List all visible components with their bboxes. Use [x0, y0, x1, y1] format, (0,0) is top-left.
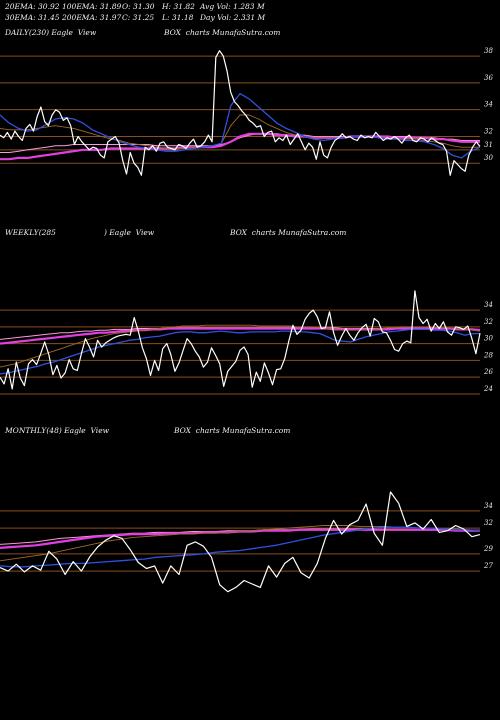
weekly-y-tick-label: 32: [484, 318, 493, 326]
stat-ema200: 200EMA: 31.97: [62, 13, 122, 22]
monthly-panel-source: BOX charts MunafaSutra.com: [174, 426, 291, 435]
daily-y-tick-label: 31: [484, 141, 493, 149]
daily-y-tick-label: 30: [484, 154, 493, 162]
daily-ema-magenta-line: [0, 132, 480, 161]
daily-chart: 38 36 34 32 31 30: [0, 47, 493, 176]
stat-low: L: 31.18: [162, 13, 194, 22]
weekly-ema-magenta-line: [0, 327, 481, 345]
stat-day-vol: Day Vol: 2.331 M: [200, 13, 266, 22]
monthly-ema-magenta-line: [0, 528, 480, 549]
monthly-y-tick-label: 32: [484, 519, 493, 527]
weekly-y-tick-label: 30: [484, 335, 493, 343]
weekly-y-tick-label: 34: [484, 301, 493, 309]
weekly-ema-blue-line: [0, 328, 480, 375]
monthly-y-tick-label: 34: [484, 502, 493, 510]
monthly-ema-blue-line: [0, 526, 481, 568]
monthly-chart: 34 32 29 27: [0, 491, 493, 593]
weekly-panel-title-cont: ) Eagle View: [104, 228, 155, 237]
monthly-y-tick-label: 27: [483, 562, 493, 570]
weekly-ema-brown-line: [0, 324, 481, 368]
stat-ema20: 20EMA: 30.92: [5, 2, 60, 11]
stat-close: C: 31.25: [122, 13, 155, 22]
weekly-panel-source: BOX charts MunafaSutra.com: [230, 228, 347, 237]
stat-open: O: 31.30: [122, 2, 155, 11]
daily-y-tick-label: 32: [484, 127, 493, 135]
weekly-y-tick-label: 28: [483, 351, 493, 359]
weekly-y-tick-label: 26: [483, 368, 493, 376]
monthly-y-tick-label: 29: [483, 545, 493, 553]
monthly-panel-title: MONTHLY(48) Eagle View: [5, 426, 110, 435]
weekly-chart: 34 32 30 28 26 24: [0, 290, 493, 395]
daily-ema-pink-line: [0, 133, 480, 153]
stat-avg-vol: Avg Vol: 1.283 M: [200, 2, 265, 11]
daily-panel-title: DAILY(230) Eagle View: [5, 28, 97, 37]
weekly-panel-title: WEEKLY(285: [5, 228, 56, 237]
weekly-y-tick-label: 24: [483, 385, 493, 393]
weekly-price-line: [0, 290, 481, 390]
stat-ema30: 30EMA: 31.45: [5, 13, 60, 22]
stat-ema100: 100EMA: 31.89: [62, 2, 122, 11]
daily-price-line: [0, 50, 481, 176]
monthly-price-line: [0, 491, 481, 593]
daily-y-tick-label: 38: [484, 47, 493, 55]
daily-y-tick-label: 34: [484, 101, 493, 109]
stat-high: H: 31.82: [162, 2, 195, 11]
daily-y-tick-label: 36: [484, 74, 493, 82]
daily-ema-blue-line: [0, 92, 481, 159]
daily-panel-source: BOX charts MunafaSutra.com: [164, 28, 281, 37]
